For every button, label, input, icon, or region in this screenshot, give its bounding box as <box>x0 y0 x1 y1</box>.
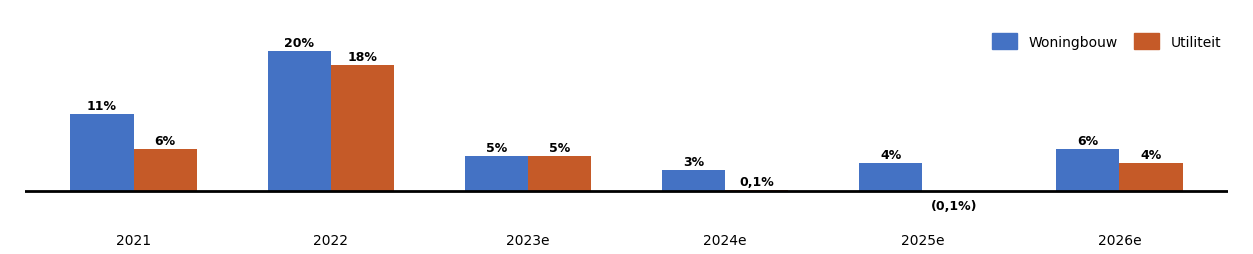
Bar <box>528 156 591 191</box>
Text: (0,1%): (0,1%) <box>931 199 977 212</box>
Bar <box>922 191 985 192</box>
Text: 3%: 3% <box>683 155 704 168</box>
Legend: Woningbouw, Utiliteit: Woningbouw, Utiliteit <box>992 34 1220 50</box>
Text: 4%: 4% <box>1140 148 1162 161</box>
Bar <box>860 163 922 191</box>
Text: 6%: 6% <box>1078 134 1099 147</box>
Text: 4%: 4% <box>880 148 901 161</box>
Text: 18%: 18% <box>347 51 377 64</box>
Bar <box>662 170 725 191</box>
Text: 5%: 5% <box>549 141 570 154</box>
Text: 0,1%: 0,1% <box>739 176 774 188</box>
Text: 6%: 6% <box>154 134 175 147</box>
Text: 11%: 11% <box>86 100 117 113</box>
Bar <box>1119 163 1183 191</box>
Bar <box>331 65 393 191</box>
Bar <box>465 156 528 191</box>
Text: 5%: 5% <box>486 141 507 154</box>
Bar <box>70 114 134 191</box>
Text: 20%: 20% <box>284 37 315 50</box>
Bar <box>725 190 788 191</box>
Bar <box>134 149 197 191</box>
Bar <box>1056 149 1119 191</box>
Bar <box>268 51 331 191</box>
